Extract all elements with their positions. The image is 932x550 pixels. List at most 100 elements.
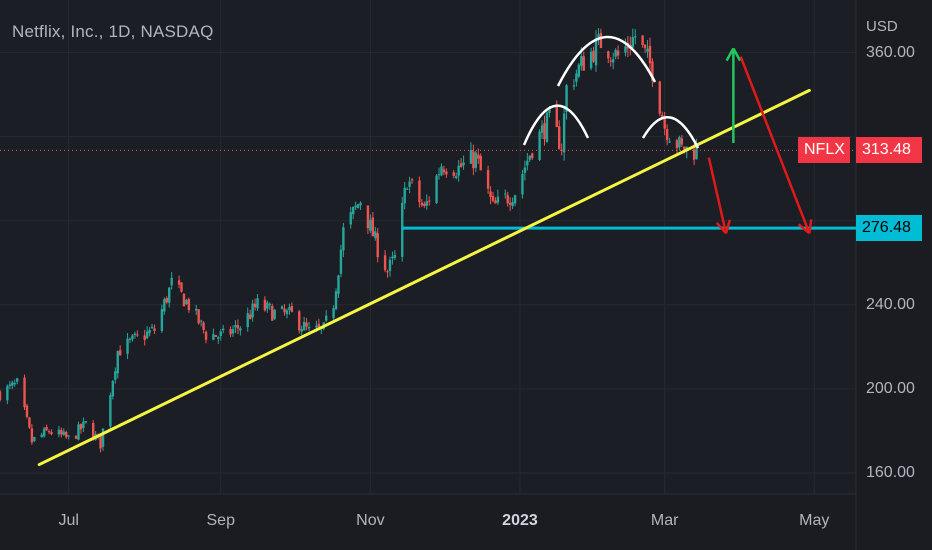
candle-body [133,333,137,336]
candle-body [658,81,661,114]
candle-body [231,329,235,334]
candle-body [128,338,132,340]
candle-body [526,160,529,166]
candle-body [28,417,31,428]
candle-body [577,64,581,77]
candle-body [339,249,343,274]
candle-body [118,350,122,356]
candle-body [683,146,686,152]
trendline [37,88,811,467]
candle-body [199,320,203,322]
candle-body [219,331,222,336]
candle-body [62,431,65,435]
target-down-arrow-long-head [797,223,811,235]
candle-body [148,330,151,334]
candle-body [354,205,357,208]
candle-body [580,56,583,66]
candle-body [79,424,83,430]
candle-body [33,436,36,441]
candle-body [168,287,171,303]
candle-body [523,167,527,174]
candle-body [300,329,303,332]
candle-body [337,275,340,294]
candle-body [445,171,448,175]
candle-body [325,315,328,321]
y-tick-label: 200.00 [866,379,915,397]
candle-body [457,165,460,176]
candle-body [271,306,274,321]
candle-body [40,434,43,437]
candle-body [11,382,14,386]
candle-body [462,162,465,166]
candle-body [506,195,509,204]
candle-body [634,36,637,38]
candle-body [369,219,372,231]
target-down-arrow-long-head [808,219,813,234]
candle-body [631,36,635,48]
candle-body [74,435,78,439]
currency-label: USD [866,18,898,35]
candle-body [50,432,53,435]
candle-body [109,395,112,427]
candle-body [170,277,173,286]
candle-body [496,196,500,203]
candle-body [599,32,603,49]
candle-body [23,377,26,408]
candle-body [562,113,566,153]
current-price-badge: 313.48 [856,137,922,164]
x-tick-label: 2023 [502,512,538,529]
candle-body [511,202,514,206]
candle-body [116,351,119,374]
target-down-arrow-long [739,56,811,234]
support-price-badge: 276.48 [856,215,922,242]
candle-body [393,254,397,258]
candle-body [558,126,561,150]
candle-body [25,405,29,417]
candle-body [403,187,406,204]
candle-body [452,172,455,176]
x-tick-label: May [799,512,830,529]
left-shoulder-arc [522,104,590,146]
candle-body [15,378,19,382]
candle-body [285,310,289,315]
candle-body [236,325,240,329]
candle-body [371,217,375,237]
candle-body [486,170,490,189]
candle-body [185,299,188,305]
candle-body [239,328,242,331]
candle-body [597,34,600,38]
candle-body [663,118,666,129]
ticker-badge-label: NFLX [798,137,850,164]
candle-body [418,180,421,203]
candle-body [641,35,644,46]
candle-body [528,155,531,160]
candle-body [30,428,34,443]
candle-body [405,188,409,190]
candle-body [491,195,495,201]
candle-body [145,331,149,339]
candle-body [366,205,370,229]
candle-body [256,298,259,309]
candle-body [538,131,541,160]
candle-body [248,314,252,319]
candle-body [692,149,696,160]
candle-body [84,421,88,423]
target-up-arrow-head [725,47,735,62]
candle-body [143,335,146,340]
candle-body [560,149,563,151]
candle-body [163,299,166,312]
candle-body [376,233,379,258]
candle-body [420,202,424,206]
candle-body [665,128,669,141]
candle-body [153,328,156,331]
candle-body [229,329,232,335]
candle-body [268,304,271,306]
candle-body [126,338,129,354]
candle-body [47,431,51,433]
candle-body [611,59,615,63]
candle-body [150,326,154,328]
candle-body [388,259,392,271]
candle-body [165,298,168,303]
